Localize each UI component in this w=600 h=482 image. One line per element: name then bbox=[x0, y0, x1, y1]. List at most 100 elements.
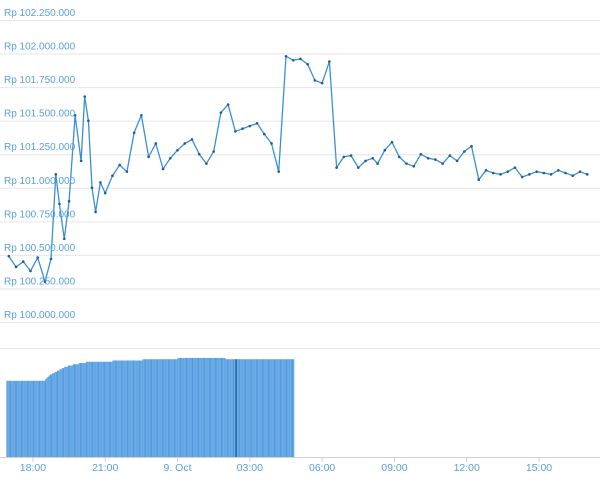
price-point bbox=[67, 199, 71, 203]
volume-bar bbox=[242, 359, 244, 457]
volume-bar bbox=[254, 359, 256, 457]
volume-bar bbox=[272, 359, 274, 457]
x-tick-label: 09:00 bbox=[381, 462, 407, 474]
volume-bar bbox=[73, 364, 75, 457]
volume-bar bbox=[91, 361, 94, 457]
volume-bar bbox=[232, 359, 235, 457]
volume-bar bbox=[148, 359, 150, 457]
volume-bar bbox=[147, 359, 149, 457]
volume-bar bbox=[32, 380, 35, 457]
volume-bar bbox=[284, 359, 286, 457]
price-point bbox=[183, 142, 187, 145]
price-point bbox=[21, 260, 25, 263]
volume-bar bbox=[26, 380, 28, 457]
volume-bar bbox=[231, 359, 233, 457]
grid-layer bbox=[0, 20, 600, 458]
volume-bar bbox=[79, 363, 82, 457]
volume-bar bbox=[36, 380, 38, 457]
price-point bbox=[125, 170, 129, 173]
volume-bar bbox=[253, 359, 255, 457]
volume-bar bbox=[87, 361, 89, 457]
price-point bbox=[376, 162, 379, 165]
volume-bar bbox=[214, 357, 216, 457]
volume-bar bbox=[237, 359, 239, 457]
price-point bbox=[241, 127, 244, 131]
volume-bar bbox=[165, 359, 167, 457]
price-point bbox=[291, 58, 295, 62]
volume-bar bbox=[142, 359, 144, 457]
volume-bar bbox=[104, 361, 106, 457]
volume-bar bbox=[200, 357, 202, 457]
volume-bar bbox=[241, 359, 243, 457]
volume-bar bbox=[257, 359, 259, 457]
volume-bar bbox=[287, 359, 289, 457]
volume-bar bbox=[266, 359, 268, 457]
price-point bbox=[397, 155, 401, 159]
price-point bbox=[477, 178, 481, 182]
price-point bbox=[571, 174, 575, 177]
volume-bar bbox=[90, 361, 92, 457]
volume-bar bbox=[52, 373, 54, 457]
volume-bar bbox=[226, 359, 229, 457]
volume-bar bbox=[97, 361, 100, 457]
price-point bbox=[99, 181, 102, 184]
volume-bar bbox=[275, 359, 277, 457]
price-point bbox=[499, 173, 502, 176]
volume-bar bbox=[77, 364, 79, 457]
volume-bar bbox=[118, 360, 120, 457]
price-point bbox=[111, 174, 114, 177]
volume-bar bbox=[234, 359, 236, 457]
volume-bar bbox=[18, 380, 20, 457]
price-point bbox=[371, 156, 375, 160]
volume-bar bbox=[43, 380, 45, 457]
price-point bbox=[270, 142, 273, 145]
volume-bar bbox=[270, 359, 272, 457]
volume-bar bbox=[130, 360, 132, 457]
price-point bbox=[36, 256, 40, 259]
price-point bbox=[190, 138, 194, 141]
volume-bar bbox=[171, 359, 173, 457]
volume-bar bbox=[146, 359, 148, 457]
volume-bar bbox=[251, 359, 253, 457]
volume-bar bbox=[249, 359, 251, 457]
price-point bbox=[58, 202, 61, 206]
volume-bar bbox=[93, 361, 95, 457]
volume-bar bbox=[219, 357, 221, 457]
price-point bbox=[90, 186, 94, 190]
volume-bar bbox=[225, 359, 227, 457]
price-point bbox=[103, 191, 107, 195]
volume-bar bbox=[178, 357, 180, 457]
volume-bar bbox=[37, 380, 39, 457]
volume-bar bbox=[131, 360, 133, 457]
volume-bar bbox=[263, 359, 265, 457]
volume-bar bbox=[20, 380, 22, 457]
volume-bar bbox=[13, 380, 15, 457]
volume-bar bbox=[181, 357, 183, 457]
volume-bar bbox=[141, 360, 143, 457]
volume-bar bbox=[264, 359, 266, 457]
volume-bar bbox=[111, 361, 113, 457]
volume-bar bbox=[50, 374, 53, 457]
volume-bar bbox=[240, 359, 242, 457]
volume-bar bbox=[269, 359, 271, 457]
volume-bar bbox=[189, 357, 191, 457]
price-point bbox=[491, 171, 495, 175]
volume-bar bbox=[187, 357, 189, 457]
volume-bar bbox=[172, 359, 174, 457]
volume-bar bbox=[208, 357, 210, 457]
volume-bar bbox=[151, 359, 153, 457]
volume-bar bbox=[277, 359, 279, 457]
volume-bar bbox=[235, 359, 238, 457]
volume-bar bbox=[41, 380, 43, 457]
volume-bar bbox=[261, 359, 263, 457]
volume-bar bbox=[42, 380, 44, 457]
volume-bar bbox=[163, 359, 165, 457]
volume-bar bbox=[259, 359, 261, 457]
volume-bar bbox=[255, 359, 257, 457]
volume-bar bbox=[34, 380, 36, 457]
volume-bar bbox=[6, 380, 8, 457]
volume-bar bbox=[19, 380, 21, 457]
volume-bar bbox=[194, 357, 196, 457]
volume-bar bbox=[75, 364, 77, 457]
price-point bbox=[277, 170, 281, 173]
